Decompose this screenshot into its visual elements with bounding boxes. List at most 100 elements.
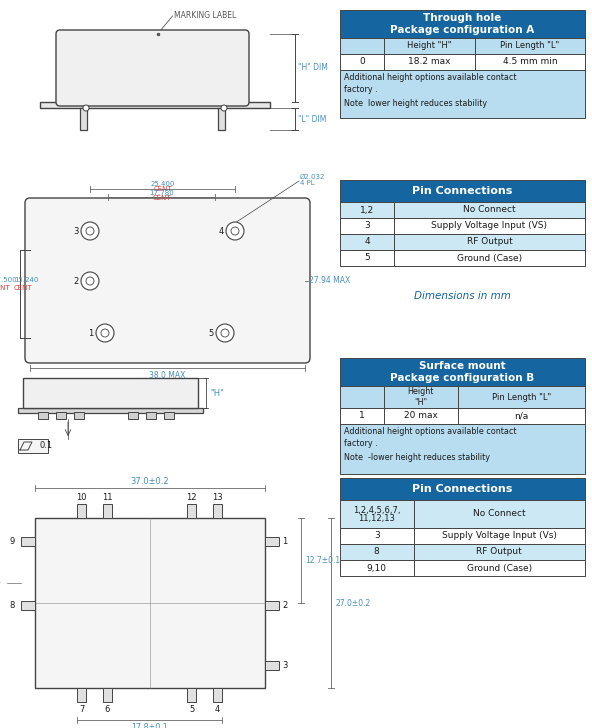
Text: Ground (Case): Ground (Case) — [457, 253, 522, 263]
Text: 4.5 mm min: 4.5 mm min — [503, 58, 557, 66]
Text: 1: 1 — [88, 328, 94, 338]
Text: CENT: CENT — [0, 285, 11, 290]
Bar — [213, 504, 222, 518]
Circle shape — [231, 227, 239, 235]
Circle shape — [83, 105, 89, 111]
Bar — [394, 234, 585, 250]
Text: Through hole
Package configuration A: Through hole Package configuration A — [390, 13, 535, 35]
Text: 2: 2 — [282, 601, 288, 610]
Bar — [213, 688, 222, 702]
Text: "L" DIM: "L" DIM — [298, 114, 326, 124]
Bar — [80, 108, 87, 130]
Text: Supply Voltage Input (Vs): Supply Voltage Input (Vs) — [442, 531, 556, 540]
Text: RF Output: RF Output — [477, 547, 522, 556]
Text: No Connect: No Connect — [463, 205, 516, 215]
Bar — [77, 688, 86, 702]
Circle shape — [81, 222, 99, 240]
Text: 0.1: 0.1 — [39, 441, 52, 451]
Text: 17.500: 17.500 — [0, 277, 17, 283]
Bar — [394, 218, 585, 234]
Bar — [384, 408, 458, 424]
Text: CENT: CENT — [153, 186, 172, 192]
Text: Supply Voltage Input (VS): Supply Voltage Input (VS) — [432, 221, 548, 231]
Bar — [21, 601, 35, 610]
Text: factory .: factory . — [344, 85, 378, 95]
Text: Surface mount
Package configuration B: Surface mount Package configuration B — [390, 361, 535, 383]
Text: 27.0±0.2: 27.0±0.2 — [335, 598, 370, 607]
Text: Ground (Case): Ground (Case) — [466, 563, 532, 572]
Bar — [265, 601, 279, 610]
Text: 3: 3 — [73, 226, 79, 235]
Text: 5: 5 — [208, 328, 214, 338]
Text: n/a: n/a — [514, 411, 529, 421]
Text: 1: 1 — [282, 537, 288, 546]
Circle shape — [86, 277, 94, 285]
Bar — [413, 560, 585, 576]
Bar — [413, 544, 585, 560]
Text: 1,2,4,5,6,7,: 1,2,4,5,6,7, — [353, 505, 401, 515]
Text: 17.8±0.1: 17.8±0.1 — [131, 722, 168, 728]
Text: 5: 5 — [189, 705, 194, 713]
Circle shape — [226, 222, 244, 240]
Bar — [340, 560, 413, 576]
Bar — [187, 504, 196, 518]
Bar — [340, 528, 413, 544]
Text: 1,2: 1,2 — [360, 205, 374, 215]
Circle shape — [101, 329, 109, 337]
Bar — [340, 358, 585, 386]
Text: Height
"H": Height "H" — [408, 387, 434, 407]
Text: 7: 7 — [79, 705, 84, 713]
Text: 10: 10 — [76, 494, 87, 502]
Bar — [146, 412, 156, 419]
Bar — [458, 386, 585, 408]
Bar — [340, 478, 585, 500]
Bar — [128, 412, 138, 419]
Bar — [458, 408, 585, 424]
Text: 25.400: 25.400 — [150, 181, 175, 187]
Bar — [340, 218, 394, 234]
Bar — [340, 202, 394, 218]
Text: Dimensions in mm: Dimensions in mm — [414, 291, 511, 301]
Text: 11,12,13: 11,12,13 — [358, 515, 395, 523]
Text: No Connect: No Connect — [473, 510, 526, 518]
Text: Note  lower height reduces stability: Note lower height reduces stability — [344, 98, 487, 108]
Bar — [56, 412, 66, 419]
Text: 4: 4 — [218, 226, 224, 235]
Bar — [23, 378, 198, 408]
Text: 27.94 MAX: 27.94 MAX — [309, 276, 350, 285]
FancyBboxPatch shape — [56, 30, 249, 106]
Text: MARKING LABEL: MARKING LABEL — [175, 12, 237, 20]
Bar — [384, 38, 475, 54]
Text: 9,10: 9,10 — [367, 563, 387, 572]
Bar — [340, 38, 384, 54]
Bar — [340, 70, 585, 118]
Text: 3: 3 — [364, 221, 370, 231]
Bar — [187, 688, 196, 702]
Bar — [164, 412, 174, 419]
Text: Pin Connections: Pin Connections — [412, 186, 513, 196]
Text: factory .: factory . — [344, 440, 378, 448]
Bar — [18, 439, 48, 453]
Bar — [475, 54, 585, 70]
Text: 1: 1 — [359, 411, 365, 421]
Bar — [340, 500, 413, 528]
Bar — [394, 202, 585, 218]
Bar — [475, 38, 585, 54]
Bar — [340, 544, 413, 560]
Text: 5: 5 — [364, 253, 370, 263]
Bar — [218, 108, 225, 130]
Text: CENT: CENT — [14, 285, 33, 290]
Bar — [413, 500, 585, 528]
FancyBboxPatch shape — [25, 198, 310, 363]
Text: 12: 12 — [186, 494, 197, 502]
Bar — [340, 54, 384, 70]
Text: CENT: CENT — [152, 195, 171, 201]
Text: 12.7±0.1: 12.7±0.1 — [305, 556, 340, 565]
Bar — [340, 408, 384, 424]
Bar — [340, 234, 394, 250]
Text: Ø2.032: Ø2.032 — [300, 174, 326, 180]
Text: .5: .5 — [0, 578, 1, 587]
Bar — [340, 180, 585, 202]
Text: 37.0±0.2: 37.0±0.2 — [131, 478, 169, 486]
Circle shape — [216, 324, 234, 342]
